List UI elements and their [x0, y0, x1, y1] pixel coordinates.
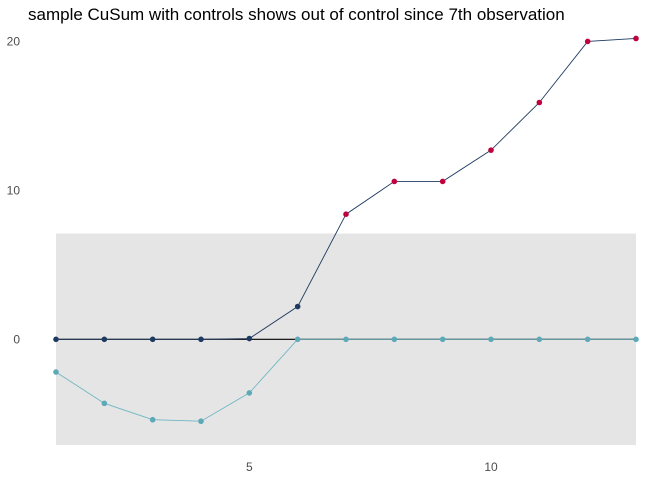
data-point-lower: [53, 369, 59, 375]
data-point-upper: [536, 99, 543, 106]
data-point-lower: [633, 336, 639, 343]
data-point-lower: [149, 416, 156, 423]
data-point-upper: [246, 335, 253, 342]
data-point-lower: [198, 418, 204, 425]
data-point-upper: [633, 35, 639, 42]
data-point-upper: [391, 178, 398, 185]
data-point-upper: [439, 178, 446, 185]
data-point-lower: [391, 336, 398, 343]
chart-title: sample CuSum with controls shows out of …: [28, 5, 565, 24]
data-point-upper: [149, 336, 156, 343]
x-tick-label: 5: [246, 460, 253, 474]
x-tick-label: 10: [484, 460, 498, 474]
data-point-upper: [198, 336, 204, 343]
data-point-upper: [53, 336, 59, 343]
data-point-lower: [584, 336, 591, 343]
y-tick-label: 0: [13, 332, 20, 346]
data-point-lower: [246, 390, 253, 396]
data-point-lower: [488, 336, 494, 343]
data-point-upper: [488, 147, 494, 153]
data-point-lower: [101, 400, 108, 407]
data-point-upper: [294, 303, 301, 310]
data-point-upper: [584, 38, 591, 45]
data-point-lower: [343, 336, 349, 343]
data-point-upper: [101, 336, 108, 343]
y-tick-label: 10: [7, 183, 21, 197]
y-tick-label: 20: [7, 34, 21, 48]
data-point-lower: [294, 336, 301, 343]
data-point-upper: [343, 211, 349, 218]
data-point-lower: [536, 336, 543, 343]
data-point-lower: [439, 336, 446, 343]
